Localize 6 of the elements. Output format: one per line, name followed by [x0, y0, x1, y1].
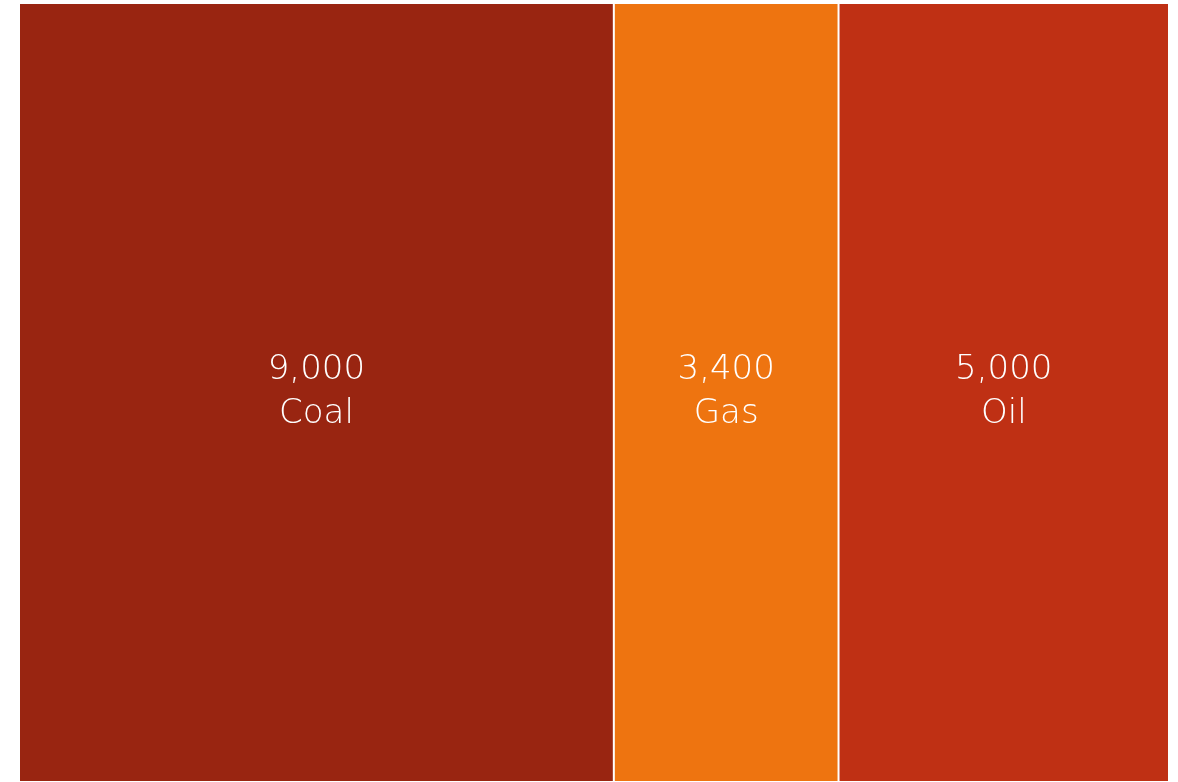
data-label: 5,000	[955, 347, 1053, 388]
data-label: 3,400	[677, 347, 775, 388]
category-label: Coal	[279, 391, 354, 432]
data-label: 9,000	[267, 347, 366, 388]
category-label: Gas	[693, 391, 759, 432]
category-label: Oil	[980, 391, 1027, 432]
